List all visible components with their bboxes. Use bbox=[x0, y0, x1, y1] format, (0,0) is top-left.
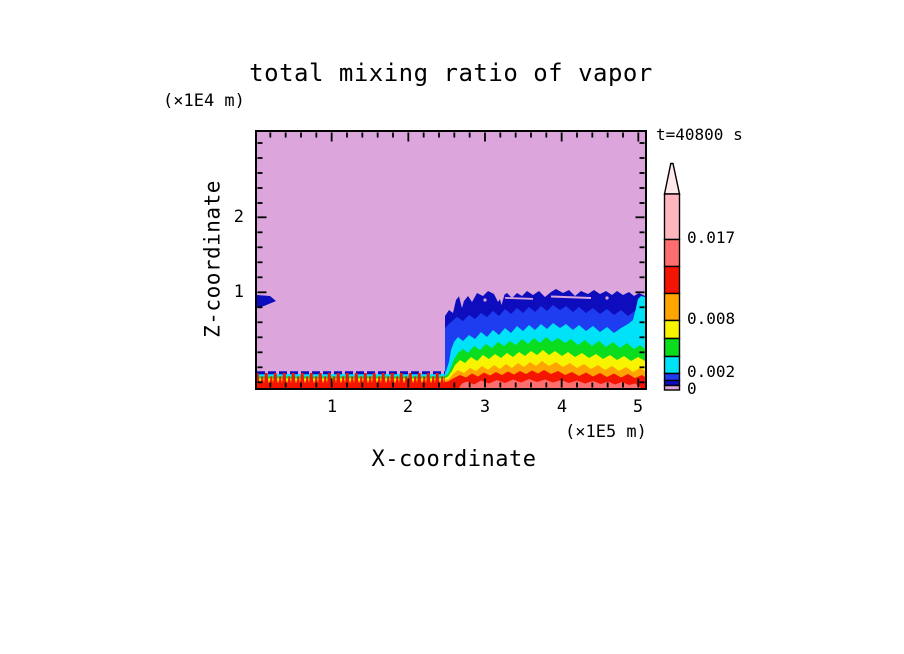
x-tick-label-4: 4 bbox=[556, 397, 568, 417]
x-axis-unit-label: (×1E5 m) bbox=[565, 422, 647, 442]
z-axis-unit-label: (×1E4 m) bbox=[163, 91, 245, 111]
colorbar-segment-blue bbox=[663, 372, 681, 382]
colorbar-segment-cyan bbox=[663, 355, 681, 375]
colorbar-label-0: 0 bbox=[687, 379, 697, 398]
colorbar-segment-plum bbox=[663, 384, 681, 391]
colorbar-svg bbox=[663, 162, 681, 391]
x-axis-label: X-coordinate bbox=[371, 447, 537, 472]
contour-field bbox=[257, 132, 645, 388]
x-tick-label-5: 5 bbox=[632, 397, 644, 417]
contour-plot-svg bbox=[255, 130, 647, 390]
x-tick-label-2: 2 bbox=[402, 397, 414, 417]
thin-layer-red-spikes bbox=[257, 373, 445, 388]
colorbar-label-0002: 0.002 bbox=[687, 362, 736, 381]
colorbar-segment-green bbox=[663, 337, 681, 358]
colorbar-segment-yellow bbox=[663, 319, 681, 340]
plum-slit-2 bbox=[505, 297, 533, 300]
z-tick-label-2: 2 bbox=[233, 207, 244, 227]
z-axis-label: Z-coordinate bbox=[200, 180, 225, 338]
colorbar-overflow-arrow bbox=[663, 162, 681, 195]
plot-ticks bbox=[257, 132, 645, 388]
z-tick-label-1: 1 bbox=[233, 282, 244, 302]
plum-notch-1 bbox=[458, 292, 466, 308]
plum-slit-1 bbox=[551, 295, 591, 299]
colorbar-segment-red bbox=[663, 265, 681, 295]
band-salmon bbox=[459, 379, 641, 388]
plum-notch-2 bbox=[498, 292, 505, 305]
plot-title: total mixing ratio of vapor bbox=[249, 59, 653, 87]
colorbar-segment-lightpink bbox=[663, 193, 681, 241]
colorbar-label-0017: 0.017 bbox=[687, 228, 736, 247]
plum-dot-2 bbox=[605, 296, 609, 300]
colorbar-segment-salmon bbox=[663, 238, 681, 268]
plum-dot-1 bbox=[483, 298, 487, 302]
colorbar-segment-orange bbox=[663, 292, 681, 322]
x-tick-label-3: 3 bbox=[479, 397, 491, 417]
left-wall-navy-patch bbox=[257, 295, 276, 308]
colorbar-segment-navy bbox=[663, 379, 681, 387]
time-annotation: t=40800 s bbox=[656, 125, 743, 144]
colorbar-segments bbox=[663, 193, 681, 391]
colorbar-label-0008: 0.008 bbox=[687, 309, 736, 328]
x-tick-label-1: 1 bbox=[326, 397, 338, 417]
plot-frame bbox=[255, 130, 647, 390]
